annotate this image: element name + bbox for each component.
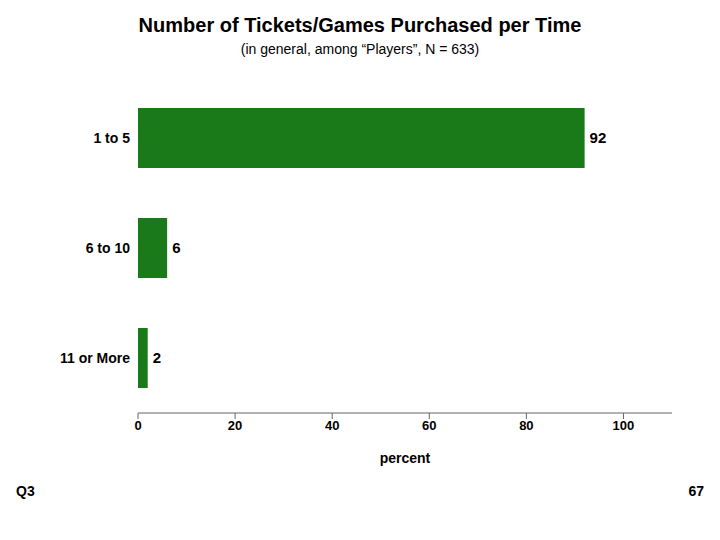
- svg-text:60: 60: [422, 418, 436, 433]
- svg-text:6: 6: [172, 239, 180, 256]
- svg-text:0: 0: [134, 418, 141, 433]
- html-text:Number of Tickets/Games Purcha: Number of Tickets/Games Purchased per Ti…: [138, 14, 582, 36]
- svg-text:2: 2: [153, 349, 161, 366]
- html-text:67: 67: [688, 483, 704, 499]
- svg-text:20: 20: [228, 418, 242, 433]
- svg-text:40: 40: [325, 418, 339, 433]
- html-text:(in general, among “Players”,: (in general, among “Players”, N = 633): [240, 41, 480, 57]
- svg-text:6 to 10: 6 to 10: [86, 240, 131, 256]
- svg-text:100: 100: [613, 418, 635, 433]
- html-text:Q3: Q3: [16, 483, 35, 499]
- svg-text:92: 92: [590, 129, 607, 146]
- svg-text:percent: percent: [380, 450, 431, 466]
- svg-text:1 to 5: 1 to 5: [93, 130, 130, 146]
- svg-text:11 or More: 11 or More: [60, 350, 130, 366]
- svg-text:80: 80: [519, 418, 533, 433]
